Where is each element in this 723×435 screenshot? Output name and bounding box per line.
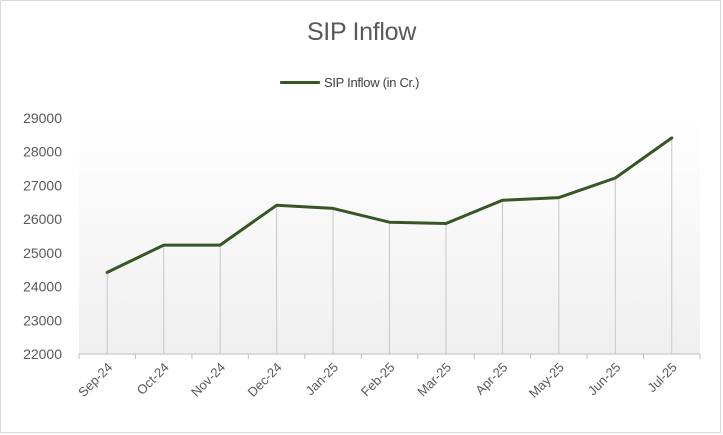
y-tick-label: 22000 [23,346,62,362]
x-tick-label: Sep-24 [75,360,115,400]
y-tick-label: 25000 [23,245,62,261]
y-tick-label: 24000 [23,279,62,295]
y-tick-label: 26000 [23,211,62,227]
chart-title: SIP Inflow [306,18,417,46]
x-tick-label: May-25 [526,360,567,401]
series-line-sip-inflow [105,136,674,274]
y-tick-label: 28000 [23,144,62,160]
x-tick-label: Nov-24 [188,360,228,400]
y-axis-ticks: 29000 28000 27000 26000 25000 24000 23000 22000 [23,110,62,362]
drop-lines [106,137,673,354]
chart-legend: SIP Inflow (in Cr.) [280,72,420,92]
legend-swatch-sip-inflow [280,80,320,84]
x-tick-marks [78,354,701,359]
x-tick-label: Jun-25 [585,360,624,399]
y-tick-label: 29000 [23,110,62,126]
x-tick-label: Apr-25 [472,360,510,398]
y-tick-label: 27000 [23,177,62,193]
x-tick-label: Oct-24 [134,360,172,398]
x-tick-label: Mar-25 [414,360,454,400]
x-tick-label: Jul-25 [644,360,680,396]
x-tick-label: Dec-24 [244,360,284,400]
y-tick-label: 23000 [23,312,62,328]
legend-label-sip-inflow: SIP Inflow (in Cr.) [324,74,420,90]
x-tick-label: Feb-25 [358,360,398,400]
x-axis-ticks: Sep-24 Oct-24 Nov-24 Dec-24 Jan-25 Feb-25 Mar-… [75,360,680,401]
x-tick-label: Jan-25 [302,360,341,399]
